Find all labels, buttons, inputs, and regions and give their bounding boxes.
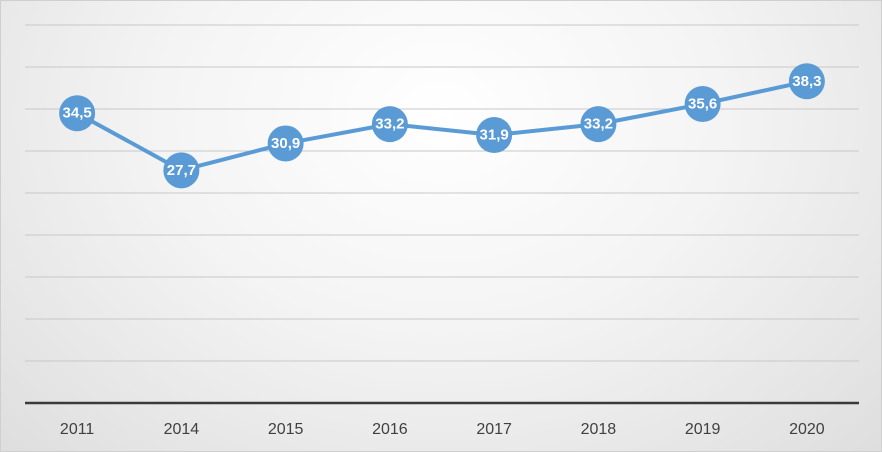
data-point-2017 [476,117,513,154]
data-label-2016: 33,2 [375,116,404,133]
x-tick-label-2020: 2020 [789,421,825,438]
data-point-2014 [163,152,200,189]
x-tick-label-2017: 2017 [476,421,512,438]
data-point-2018 [580,106,617,143]
data-labels: 34,5 27,7 30,9 33,2 31,9 33,2 35,6 38,3 [63,73,822,179]
data-point-2015 [267,125,304,162]
data-point-2020 [788,63,825,100]
data-label-2018: 33,2 [584,116,613,133]
data-label-2011: 34,5 [63,105,92,122]
x-tick-label-2015: 2015 [268,421,304,438]
x-tick-label-2018: 2018 [581,421,617,438]
x-tick-label-2014: 2014 [164,421,200,438]
data-label-2020: 38,3 [792,73,821,90]
data-label-2019: 35,6 [688,95,717,112]
data-label-2014: 27,7 [167,162,196,179]
data-point-2011 [59,95,96,132]
gridlines [25,24,859,362]
data-points [59,63,825,189]
x-tick-label-2019: 2019 [685,421,721,438]
data-point-2019 [684,85,721,122]
data-point-2016 [371,106,408,143]
data-label-2017: 31,9 [480,127,509,144]
x-tick-label-2016: 2016 [372,421,408,438]
data-label-2015: 30,9 [271,135,300,152]
x-axis-tick-labels: 2011 2014 2015 2016 2017 2018 2019 2020 [60,421,825,438]
x-tick-label-2011: 2011 [60,421,95,438]
